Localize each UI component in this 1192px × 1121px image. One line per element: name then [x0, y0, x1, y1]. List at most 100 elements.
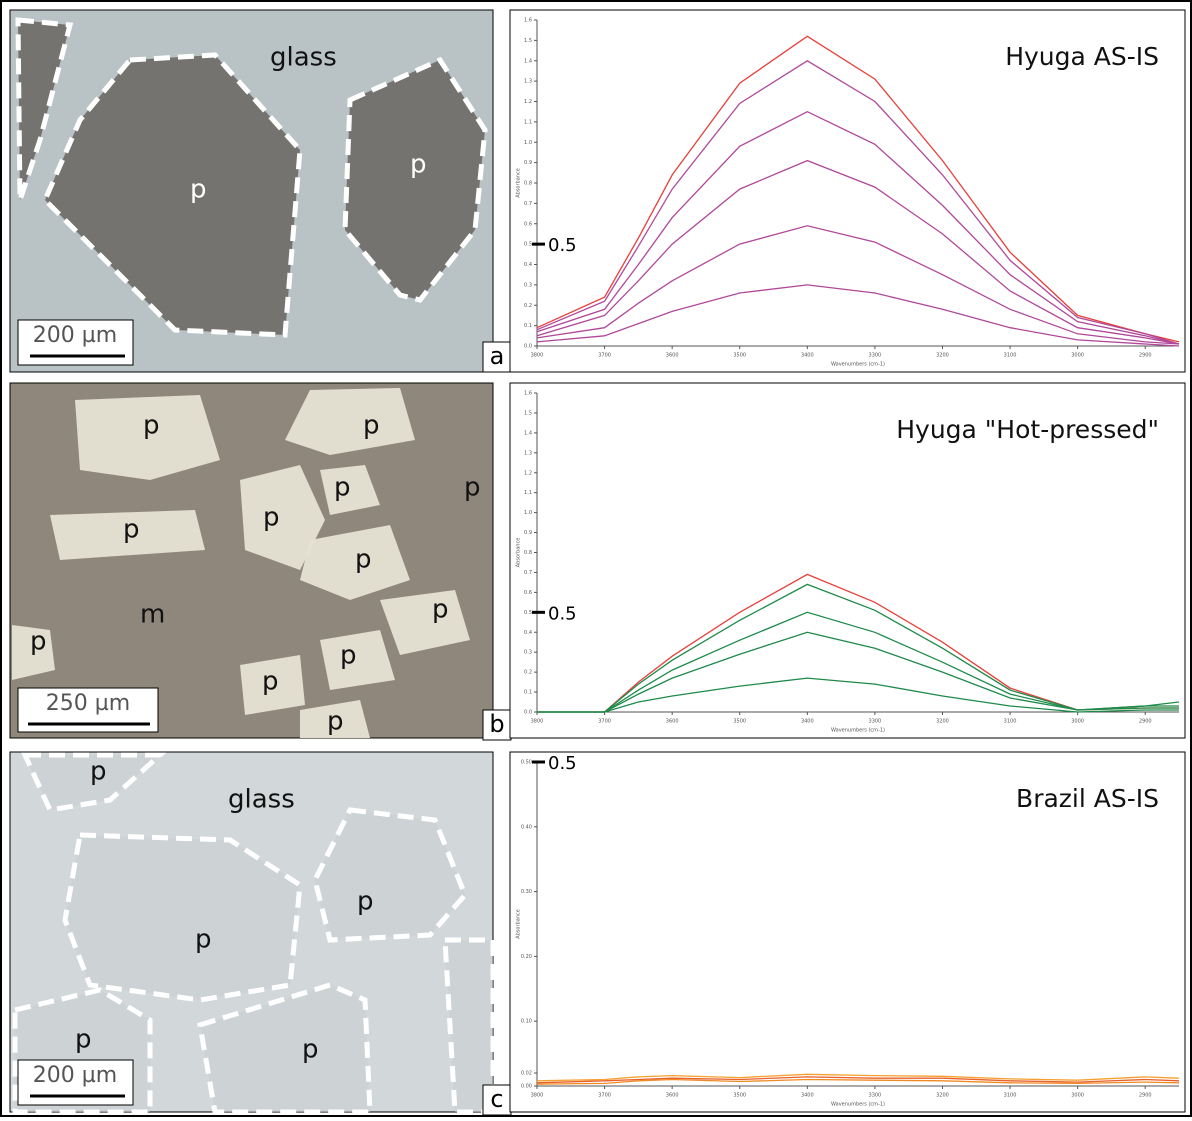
x-tick-label: 3100 [1004, 1093, 1017, 1099]
micrograph-c: p glass p p p p 200 µm c [9, 751, 512, 1116]
y-tick-label: 1.3 [524, 450, 532, 456]
spectrum [536, 35, 1180, 343]
letter-box [482, 341, 512, 373]
y-tick-label: 0.7 [524, 201, 532, 207]
grain [300, 700, 370, 738]
image-label: p [464, 473, 481, 503]
image-label: glass [270, 43, 337, 73]
y-tick-label: 1.2 [524, 470, 532, 476]
y-axis-label: Absorbance [516, 909, 522, 939]
x-tick-label: 3500 [733, 719, 746, 725]
x-tick-label: 3600 [666, 1093, 679, 1099]
y-tick-label: 0.4 [524, 630, 532, 636]
x-tick-label: 3300 [869, 719, 882, 725]
image-label: p [195, 925, 212, 955]
x-tick-label: 3400 [801, 353, 814, 359]
x-tick-label: 3700 [598, 353, 611, 359]
x-tick-label: 3400 [801, 719, 814, 725]
grain [62, 832, 303, 1003]
image-label: p [410, 150, 427, 180]
x-tick-label: 3800 [531, 719, 544, 725]
y-tick-label: 0.50 [521, 760, 532, 766]
y-tick-label: 0.3 [524, 650, 532, 656]
spectrum [536, 1076, 1180, 1084]
y-tick-label: 0.5 [524, 610, 532, 616]
grain [21, 752, 167, 813]
spectrum [536, 110, 1180, 345]
image-label: p [90, 757, 107, 787]
grain [12, 625, 55, 680]
y-tick-label: 0.9 [524, 160, 532, 166]
grain [197, 982, 373, 1115]
image-label: p [263, 503, 280, 533]
y-tick-label: 0.0 [524, 710, 532, 716]
y-tick-label: 0.8 [524, 181, 532, 187]
grain [42, 52, 303, 338]
spectrum [536, 159, 1180, 345]
panel-letter: b [489, 710, 504, 738]
y-tick-label: 0.1 [524, 323, 532, 329]
panel-letter: c [490, 1085, 503, 1113]
x-tick-label: 2900 [1139, 719, 1152, 725]
spectrum [536, 1073, 1180, 1082]
image-label: p [143, 411, 160, 441]
x-tick-label: 3300 [869, 1093, 882, 1099]
y-tick-label: 1.4 [524, 58, 532, 64]
spectrum [536, 225, 1180, 345]
y-axis-label: Absorbance [516, 538, 522, 568]
y-tick-label: 0.00 [521, 1084, 532, 1090]
x-tick-label: 3000 [1071, 719, 1084, 725]
image-label: p [432, 595, 449, 625]
chart-title: Brazil AS-IS [1016, 784, 1159, 813]
micrograph-a: glass p p 200 µm a [9, 9, 512, 373]
y-tick-label: 1.1 [524, 119, 532, 125]
image-label: p [334, 473, 351, 503]
y-tick-label: 0.6 [524, 221, 532, 227]
y-tick-label: 0.02 [521, 1071, 532, 1077]
x-tick-label: 3500 [733, 1093, 746, 1099]
y-tick-label: 0.9 [524, 530, 532, 536]
y-tick-label: 1.4 [524, 430, 532, 436]
x-tick-label: 3100 [1004, 353, 1017, 359]
grain [240, 465, 325, 570]
image-label: p [363, 411, 380, 441]
image-label: glass [228, 785, 295, 815]
image-label: p [75, 1025, 92, 1055]
x-tick-label: 3400 [801, 1093, 814, 1099]
grain [15, 17, 74, 201]
marker-label: 0.5 [548, 235, 577, 256]
x-axis-label: Wavenumbers (cm-1) [831, 728, 885, 734]
image-label: m [140, 600, 165, 630]
grain [342, 56, 488, 303]
grain [285, 388, 415, 455]
x-tick-label: 2900 [1139, 1093, 1152, 1099]
panel-letter: a [490, 342, 505, 370]
x-tick-label: 3000 [1071, 353, 1084, 359]
x-tick-label: 3000 [1071, 1093, 1084, 1099]
y-tick-label: 1.0 [524, 510, 532, 516]
chart-frame [509, 751, 1186, 1113]
y-tick-label: 0.4 [524, 262, 532, 268]
y-tick-label: 1.6 [524, 18, 532, 24]
micrograph-b: p p p p p p p m p p p p p 250 µm b [9, 382, 512, 741]
x-axis-label: Wavenumbers (cm-1) [831, 362, 885, 368]
y-tick-label: 0.30 [521, 889, 532, 895]
spectrum [537, 631, 1179, 713]
image-label: p [357, 887, 374, 917]
spectrum [536, 60, 1180, 345]
y-tick-label: 1.2 [524, 99, 532, 105]
image-label: p [355, 545, 372, 575]
marker-label: 0.5 [548, 753, 577, 774]
y-tick-label: 0.3 [524, 282, 532, 288]
marker-label: 0.5 [548, 603, 577, 624]
spectrum [536, 284, 1180, 347]
y-tick-label: 1.5 [524, 410, 532, 416]
x-tick-label: 3200 [936, 719, 949, 725]
grain [380, 590, 470, 655]
y-tick-label: 1.5 [524, 38, 532, 44]
y-tick-label: 0.10 [521, 1019, 532, 1025]
y-tick-label: 0.40 [521, 824, 532, 830]
x-tick-label: 3100 [1004, 719, 1017, 725]
grain [75, 395, 220, 480]
